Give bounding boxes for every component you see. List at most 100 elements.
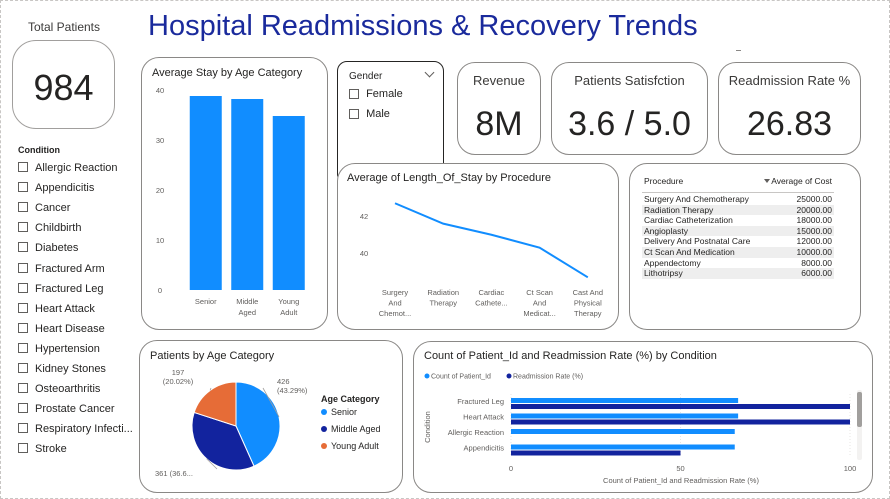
satisfaction-card[interactable]: Patients Satisfction 3.6 / 5.0: [551, 62, 708, 155]
condition-option-label: Respiratory Infecti...: [35, 423, 133, 436]
legend-marker: [321, 426, 327, 432]
legend-marker: [321, 409, 327, 415]
condition-option[interactable]: Allergic Reaction: [18, 162, 118, 174]
age-pie-card[interactable]: Patients by Age Category 426 (43.29%) 361 …: [139, 340, 403, 493]
checkbox[interactable]: [18, 443, 28, 454]
table-row[interactable]: Surgery And Chemotherapy 25000.00: [642, 194, 834, 205]
bar: [511, 419, 850, 425]
condition-option[interactable]: Respiratory Infecti...: [18, 423, 133, 435]
condition-option-label: Hypertension: [35, 342, 100, 355]
condition-option[interactable]: Prostate Cancer: [18, 403, 114, 415]
condition-option[interactable]: Hypertension: [18, 343, 100, 355]
checkbox[interactable]: [18, 322, 28, 333]
revenue-value: 8M: [475, 105, 523, 143]
slice-label: 197: [172, 368, 185, 377]
condition-bars-card[interactable]: Count of Patient_Id and Readmission Rate…: [413, 341, 873, 493]
gender-option-male[interactable]: Male: [349, 108, 390, 120]
condition-bars-title: Count of Patient_Id and Readmission Rate…: [424, 350, 717, 362]
procedure-cost: 20000.00: [796, 204, 832, 215]
x-tick-label: Physical: [574, 299, 602, 308]
y-tick-label: Fractured Leg: [457, 397, 504, 406]
gender-option-female[interactable]: Female: [349, 88, 403, 100]
table-row[interactable]: Appendectomy 8000.00: [642, 257, 834, 269]
slice-pct: (43.29%): [277, 386, 308, 395]
checkbox[interactable]: [18, 423, 28, 434]
los-procedure-card[interactable]: Average of Length_Of_Stay by Procedure 4…: [337, 163, 619, 330]
condition-option[interactable]: Heart Attack: [18, 303, 95, 315]
avg-stay-chart: 0 10 20 30 40 Senior Middle Aged Young Adult: [156, 86, 305, 317]
bar: [511, 413, 739, 419]
y-tick-label: 30: [156, 136, 164, 145]
condition-option[interactable]: Fractured Arm: [18, 263, 105, 275]
total-patients-value: 984: [33, 67, 94, 108]
bar: [231, 99, 264, 290]
table-header-procedure[interactable]: Procedure: [644, 176, 684, 186]
condition-option[interactable]: Fractured Leg: [18, 283, 103, 295]
checkbox[interactable]: [18, 282, 28, 293]
x-tick-label: And: [388, 299, 401, 308]
checkbox-male[interactable]: [349, 109, 359, 120]
condition-option[interactable]: Heart Disease: [18, 323, 105, 335]
table-row[interactable]: Angioplasty 15000.00: [642, 225, 834, 237]
condition-option[interactable]: Childbirth: [18, 222, 81, 234]
total-patients-card[interactable]: 984: [12, 40, 115, 129]
y-tick-label: 10: [156, 236, 164, 245]
procedure-name: Surgery And Chemotherapy: [644, 194, 749, 204]
x-tick-label: Senior: [195, 297, 217, 306]
readmission-value: 26.83: [746, 105, 833, 143]
x-axis-title: Count of Patient_Id and Readmission Rate…: [603, 476, 759, 485]
checkbox-female[interactable]: [349, 89, 359, 100]
condition-option[interactable]: Osteoarthritis: [18, 383, 100, 395]
table-row[interactable]: Ct Scan And Medication 10000.00: [642, 247, 834, 258]
table-row[interactable]: Lithotripsy 6000.00: [642, 268, 834, 279]
procedure-name: Lithotripsy: [644, 268, 683, 279]
x-tick-label: Middle: [236, 297, 258, 306]
readmission-card[interactable]: Readmission Rate % 26.83: [718, 62, 861, 155]
leader-line: [206, 458, 218, 470]
chevron-down-icon[interactable]: [424, 67, 435, 78]
checkbox[interactable]: [18, 383, 28, 394]
revenue-label: Revenue: [472, 73, 526, 88]
table-row[interactable]: Cardiac Catheterization 18000.00: [642, 215, 834, 226]
checkbox[interactable]: [18, 403, 28, 414]
condition-option[interactable]: Kidney Stones: [18, 363, 106, 375]
bar: [272, 116, 305, 290]
sort-arrow-icon[interactable]: [764, 179, 770, 183]
condition-slicer-label: Condition: [18, 145, 60, 155]
checkbox[interactable]: [18, 342, 28, 353]
condition-option-label: Allergic Reaction: [35, 162, 118, 174]
table-row[interactable]: Delivery And Postnatal Care 12000.00: [642, 236, 834, 247]
procedure-name: Cardiac Catheterization: [644, 215, 733, 226]
condition-option[interactable]: Appendicitis: [18, 182, 94, 194]
avg-stay-card[interactable]: Average Stay by Age Category 0 10 20 30 40 Se…: [141, 57, 328, 330]
procedure-table-card[interactable]: Procedure Average of Cost Surgery And Ch…: [629, 163, 861, 330]
checkbox[interactable]: [18, 222, 28, 233]
checkbox[interactable]: [18, 302, 28, 313]
condition-option[interactable]: Stroke: [18, 443, 67, 455]
y-tick-label: 42: [360, 212, 368, 221]
condition-option-label: Fractured Arm: [35, 262, 105, 275]
scrollbar-thumb[interactable]: [857, 392, 862, 427]
x-tick-label: Ct Scan: [526, 288, 553, 297]
revenue-card[interactable]: Revenue 8M: [457, 62, 541, 155]
procedure-name: Ct Scan And Medication: [644, 247, 735, 257]
pie-slice: [193, 381, 237, 427]
gender-slicer-label: Gender: [349, 71, 383, 82]
condition-option-label: Stroke: [35, 443, 67, 456]
checkbox[interactable]: [18, 363, 28, 374]
condition-option[interactable]: Diabetes: [18, 242, 78, 254]
checkbox[interactable]: [18, 202, 28, 213]
condition-option[interactable]: Cancer: [18, 202, 70, 214]
checkbox[interactable]: [18, 262, 28, 273]
total-patients-label: Total Patients: [27, 20, 101, 34]
checkbox[interactable]: [18, 182, 28, 193]
table-header-cost[interactable]: Average of Cost: [771, 176, 832, 186]
slice-pct: (20.02%): [163, 377, 194, 386]
procedure-cost: 18000.00: [796, 215, 832, 226]
table-row[interactable]: Radiation Therapy 20000.00: [642, 204, 834, 216]
checkbox[interactable]: [18, 162, 28, 173]
procedure-name: Delivery And Postnatal Care: [644, 236, 751, 247]
checkbox[interactable]: [18, 242, 28, 253]
condition-option-label: Heart Disease: [35, 322, 105, 335]
procedure-cost: 12000.00: [796, 236, 832, 247]
